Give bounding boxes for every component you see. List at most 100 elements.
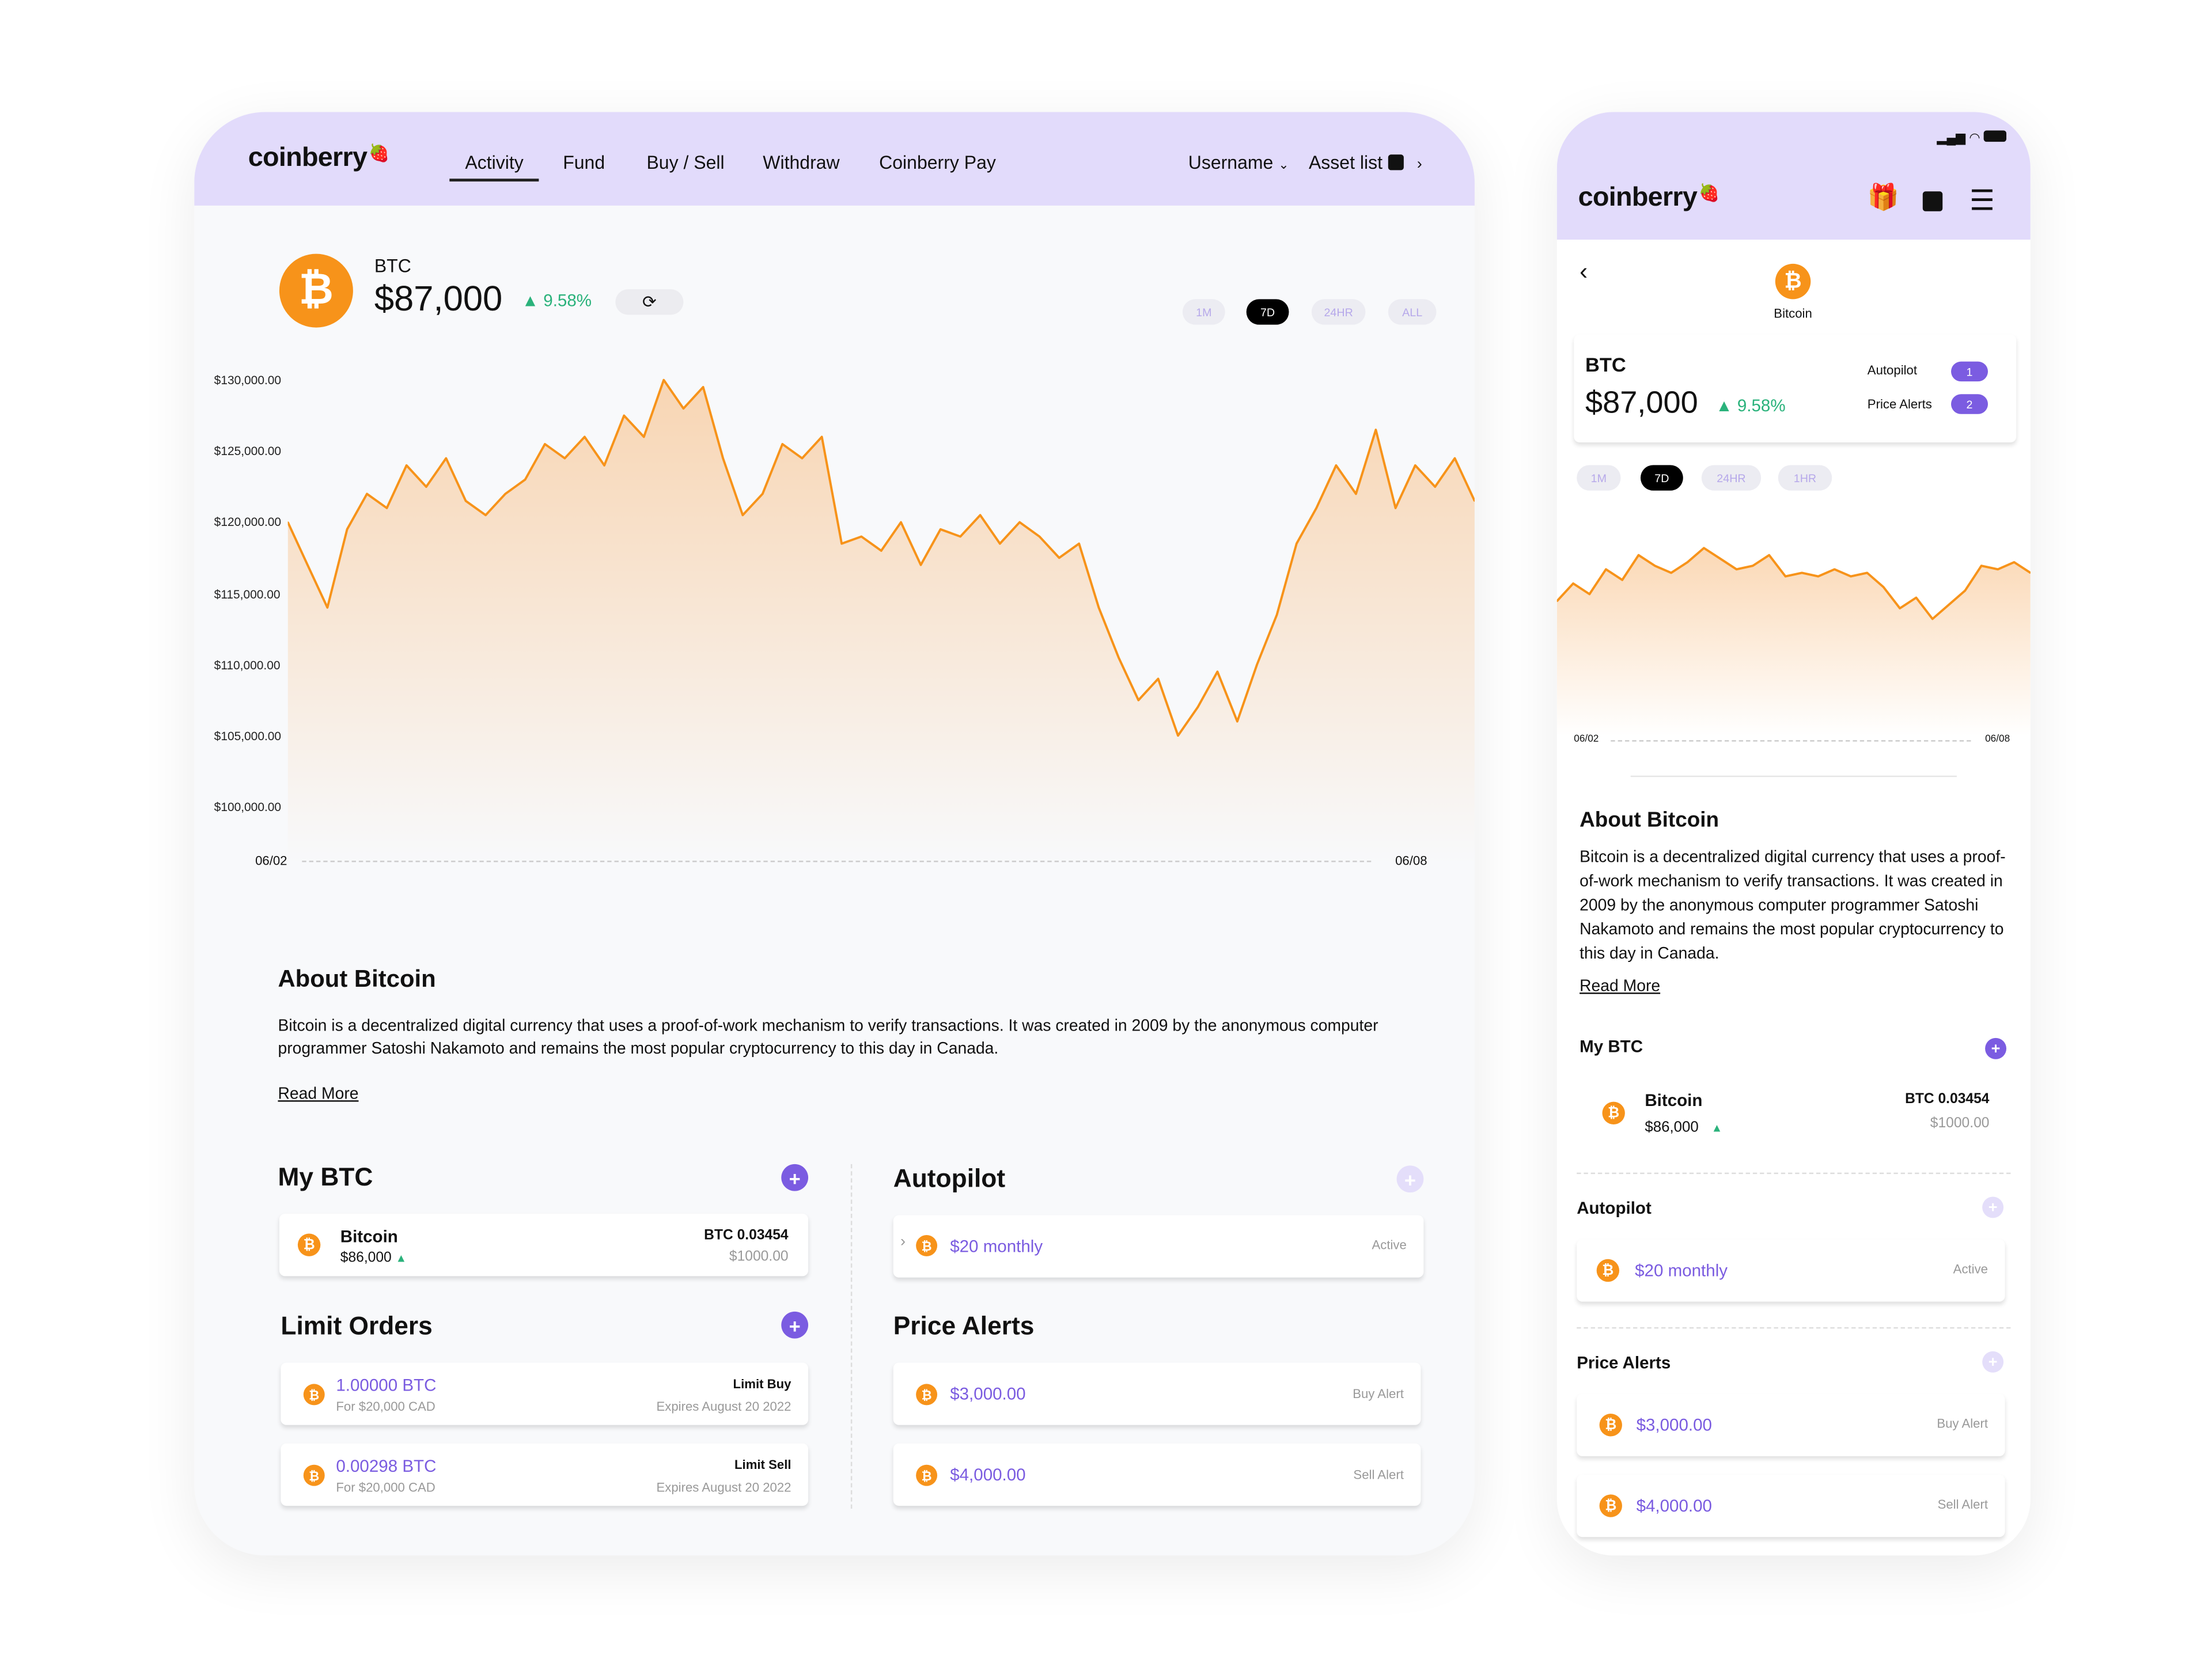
price-point xyxy=(1915,597,1917,599)
limit-order-card[interactable]: ₿ 1.00000 BTC For $20,000 CAD Limit Buy … xyxy=(281,1362,809,1425)
price-point xyxy=(762,493,764,495)
price-point xyxy=(1850,575,1852,578)
coin-price-value: $86,000 xyxy=(1645,1119,1699,1136)
divider xyxy=(1577,1172,2011,1175)
autopilot-count-badge[interactable]: 1 xyxy=(1951,361,1988,382)
coinberry-logo[interactable]: coinberry 🍓 xyxy=(1578,183,1720,213)
price-point xyxy=(366,493,368,495)
my-btc-card[interactable]: ₿ Bitcoin $86,000 ▲ BTC 0.03454 $1000.00 xyxy=(279,1214,809,1277)
asset-list-button[interactable]: Asset list › xyxy=(1309,151,1422,173)
nav-withdraw[interactable]: Withdraw xyxy=(763,151,840,173)
price-chart xyxy=(287,378,1475,864)
mobile-header: ▂▄▆ ◠ coinberry 🍓 🎁 ☰ xyxy=(1556,112,2031,240)
username-label: Username xyxy=(1188,151,1274,173)
price-point xyxy=(465,500,467,502)
back-button[interactable]: ‹ xyxy=(1580,258,1588,286)
price-point xyxy=(959,535,961,537)
plus-icon: + xyxy=(1988,1353,1998,1371)
range-all[interactable]: ALL xyxy=(1388,299,1437,325)
price-alert-card[interactable]: ₿ $3,000.00 Buy Alert xyxy=(893,1362,1421,1425)
price-alerts-title: Price Alerts xyxy=(1577,1353,1671,1373)
bitcoin-icon: ₿ xyxy=(1599,1494,1622,1517)
range-7d[interactable]: 7D xyxy=(1246,299,1289,325)
read-more-link[interactable]: Read More xyxy=(1580,978,1661,995)
up-arrow-icon: ▲ xyxy=(395,1252,407,1265)
price-alert-card[interactable]: ₿ $4,000.00 Sell Alert xyxy=(893,1443,1421,1506)
plus-icon: + xyxy=(1404,1168,1416,1191)
autopilot-status: Active xyxy=(1372,1237,1407,1252)
price-alert-card[interactable]: ₿ $3,000.00 Buy Alert xyxy=(1577,1393,2005,1456)
price-point xyxy=(1572,582,1574,585)
divider xyxy=(1577,1327,2011,1329)
mobile-window: ▂▄▆ ◠ coinberry 🍓 🎁 ☰ ‹ ₿ Bitcoin BTC $87… xyxy=(1556,112,2031,1556)
range-24hr[interactable]: 24HR xyxy=(1311,299,1366,325)
add-autopilot-button[interactable]: + xyxy=(1396,1165,1424,1193)
price-point xyxy=(1964,589,1966,592)
bitcoin-icon: ₿ xyxy=(279,253,353,328)
limit-orders-title: Limit Orders xyxy=(281,1311,433,1340)
plus-icon: + xyxy=(789,1313,801,1336)
price-point xyxy=(603,464,605,467)
price-point xyxy=(1118,656,1120,658)
about-text: Bitcoin is a decentralized digital curre… xyxy=(1580,849,2006,963)
x-tick-start: 06/02 xyxy=(255,853,287,868)
menu-icon[interactable]: ☰ xyxy=(1969,185,1995,217)
price-point xyxy=(1355,493,1357,495)
add-my-btc-button[interactable]: + xyxy=(1985,1037,2007,1059)
price-point xyxy=(1434,486,1436,488)
limit-order-card[interactable]: ₿ 0.00298 BTC For $20,000 CAD Limit Sell… xyxy=(281,1443,809,1506)
price-area xyxy=(1556,548,2031,736)
y-tick-label: $100,000.00 xyxy=(214,800,282,815)
price-alert-card[interactable]: ₿ $4,000.00 Sell Alert xyxy=(1577,1474,2005,1537)
battery-icon xyxy=(1983,130,2007,142)
coin-name: Bitcoin xyxy=(1645,1090,1703,1111)
price-point xyxy=(1605,568,1607,570)
price-point xyxy=(801,457,803,459)
coinberry-logo[interactable]: coinberry 🍓 xyxy=(248,143,390,173)
range-24hr[interactable]: 24HR xyxy=(1701,465,1762,491)
autopilot-card[interactable]: ₿ $20 monthly Active xyxy=(1577,1239,2005,1302)
divider xyxy=(1630,775,1957,777)
btc-amount: BTC 0.03454 xyxy=(1905,1092,1990,1108)
order-type: Limit Buy xyxy=(733,1377,791,1391)
autopilot-card[interactable]: › ₿ $20 monthly Active xyxy=(893,1215,1424,1278)
price-point xyxy=(2029,571,2031,574)
price-point xyxy=(1834,568,1836,570)
add-my-btc-button[interactable]: + xyxy=(781,1164,809,1191)
about-title: About Bitcoin xyxy=(1580,808,1719,832)
price-point xyxy=(861,535,862,537)
price-point xyxy=(425,486,427,488)
price-point xyxy=(1752,565,1754,567)
nav-buy-sell[interactable]: Buy / Sell xyxy=(646,151,725,173)
nav-coinberry-pay[interactable]: Coinberry Pay xyxy=(879,151,996,173)
range-1m[interactable]: 1M xyxy=(1182,299,1225,325)
username-dropdown[interactable]: Username ⌄ xyxy=(1188,151,1289,173)
nav-activity[interactable]: Activity xyxy=(449,151,539,182)
price-point xyxy=(544,443,546,445)
range-1hr[interactable]: 1HR xyxy=(1778,465,1832,491)
autopilot-label: Autopilot xyxy=(1867,363,1918,377)
range-7d[interactable]: 7D xyxy=(1640,465,1683,491)
read-more-link[interactable]: Read More xyxy=(278,1086,359,1104)
refresh-button[interactable]: ⟳ xyxy=(615,289,684,315)
nav-fund[interactable]: Fund xyxy=(563,151,605,173)
my-btc-title: My BTC xyxy=(1580,1036,1643,1056)
price-point xyxy=(1637,554,1639,556)
add-limit-order-button[interactable]: + xyxy=(781,1311,809,1339)
my-btc-card[interactable]: ₿ Bitcoin $86,000 ▲ BTC 0.03454 $1000.00 xyxy=(1577,1076,2009,1147)
price-point xyxy=(1335,464,1338,467)
range-1m[interactable]: 1M xyxy=(1577,465,1621,491)
about-title: About Bitcoin xyxy=(278,965,436,993)
alert-amount: $3,000.00 xyxy=(950,1384,1026,1404)
add-price-alert-button[interactable]: + xyxy=(1982,1351,2004,1373)
price-point xyxy=(1801,571,1803,574)
price-alerts-count-badge[interactable]: 2 xyxy=(1951,394,1988,414)
price-point xyxy=(1931,618,1934,620)
gift-icon[interactable]: 🎁 xyxy=(1867,183,1899,211)
add-autopilot-button[interactable]: + xyxy=(1982,1196,2004,1218)
wallet-icon[interactable] xyxy=(1922,191,1943,211)
price-point xyxy=(1098,607,1100,609)
price-point xyxy=(1670,571,1672,574)
up-arrow-icon: ▲ xyxy=(1711,1122,1723,1135)
price-point xyxy=(1454,457,1456,459)
